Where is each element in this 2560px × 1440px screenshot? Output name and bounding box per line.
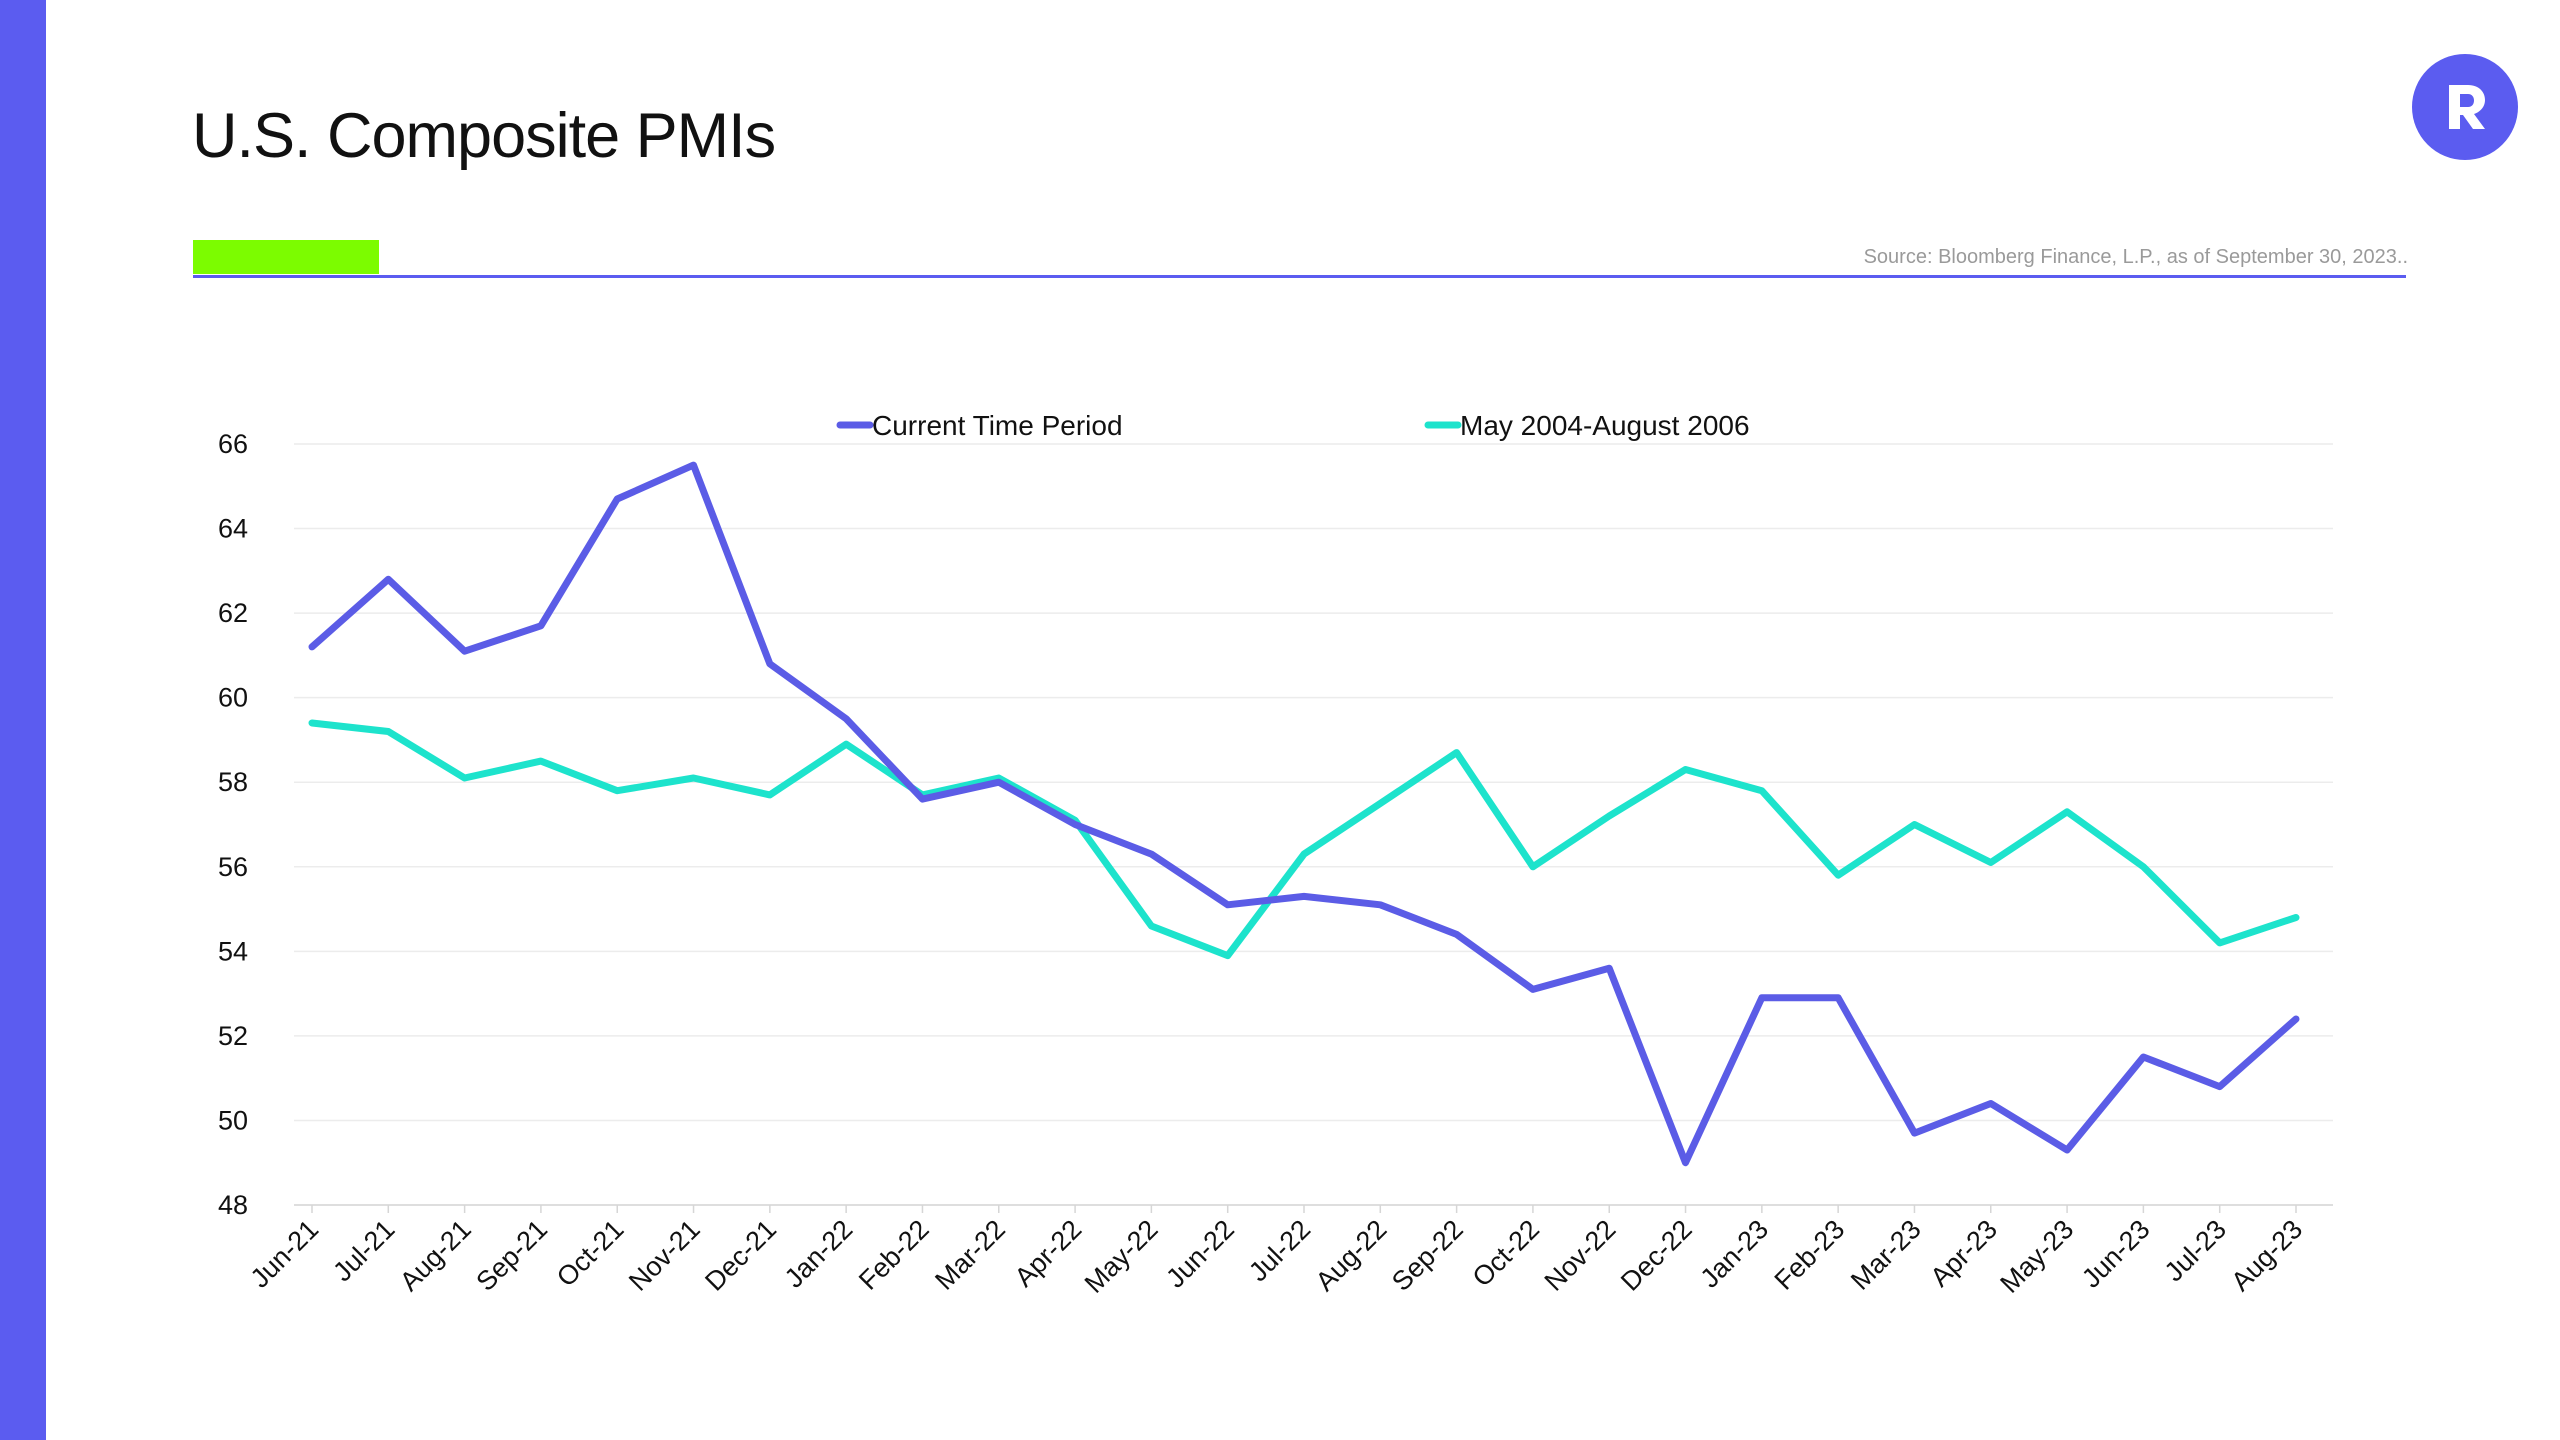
x-tick-label: Mar-22 [929,1214,1011,1296]
x-tick-label: Nov-22 [1539,1214,1622,1297]
x-tick-label: May-23 [1994,1214,2079,1299]
y-tick-label: 52 [218,1021,248,1051]
title-accent-block [193,240,379,274]
x-tick-label: Sep-21 [470,1214,553,1297]
x-tick-label: Jul-22 [1243,1214,1316,1287]
page-title: U.S. Composite PMIs [192,101,776,171]
x-tick-label: Jun-21 [245,1214,325,1294]
source-note: Source: Bloomberg Finance, L.P., as of S… [1863,246,2408,268]
y-tick-label: 64 [218,514,248,544]
x-tick-label: Feb-23 [1769,1214,1851,1296]
x-tick-label: Oct-22 [1467,1214,1546,1293]
x-tick-label: Jul-23 [2159,1214,2232,1287]
r-brand-icon [2412,54,2518,160]
y-tick-label: 48 [218,1190,248,1220]
x-tick-label: Nov-21 [623,1214,706,1297]
y-tick-label: 62 [218,598,248,628]
series-line-current-time-period [308,461,2300,1167]
y-tick-label: 66 [218,429,248,459]
legend-label: Current Time Period [872,410,1123,441]
y-tick-label: 54 [218,936,248,966]
x-tick-label: Jan-22 [779,1214,859,1294]
y-tick-label: 56 [218,852,248,882]
left-accent-bar [0,0,46,1440]
x-tick-label: Apr-22 [1009,1214,1088,1293]
x-tick-label: Aug-23 [2225,1214,2308,1297]
y-tick-label: 60 [218,683,248,713]
series-line-may-2004-august-2006 [308,719,2300,960]
x-tick-label: Apr-23 [1924,1214,2003,1293]
x-tick-label: Jun-23 [2076,1214,2156,1294]
legend-label: May 2004-August 2006 [1460,410,1750,441]
x-tick-label: Dec-22 [1615,1214,1698,1297]
y-tick-label: 50 [218,1105,248,1135]
x-tick-label: Jun-22 [1160,1214,1240,1294]
x-tick-label: Sep-22 [1386,1214,1469,1297]
x-tick-label: Feb-22 [853,1214,935,1296]
x-tick-label: Jul-21 [327,1214,400,1287]
x-tick-label: Oct-21 [551,1214,630,1293]
x-tick-label: May-22 [1079,1214,1164,1299]
y-tick-label: 58 [218,767,248,797]
x-tick-label: Dec-21 [699,1214,782,1297]
x-tick-label: Aug-22 [1310,1214,1393,1297]
x-tick-label: Aug-21 [394,1214,477,1297]
r-logo-glyph [2449,85,2485,129]
header-rule [193,275,2406,278]
x-tick-label: Jan-23 [1694,1214,1774,1294]
x-tick-label: Mar-23 [1845,1214,1927,1296]
